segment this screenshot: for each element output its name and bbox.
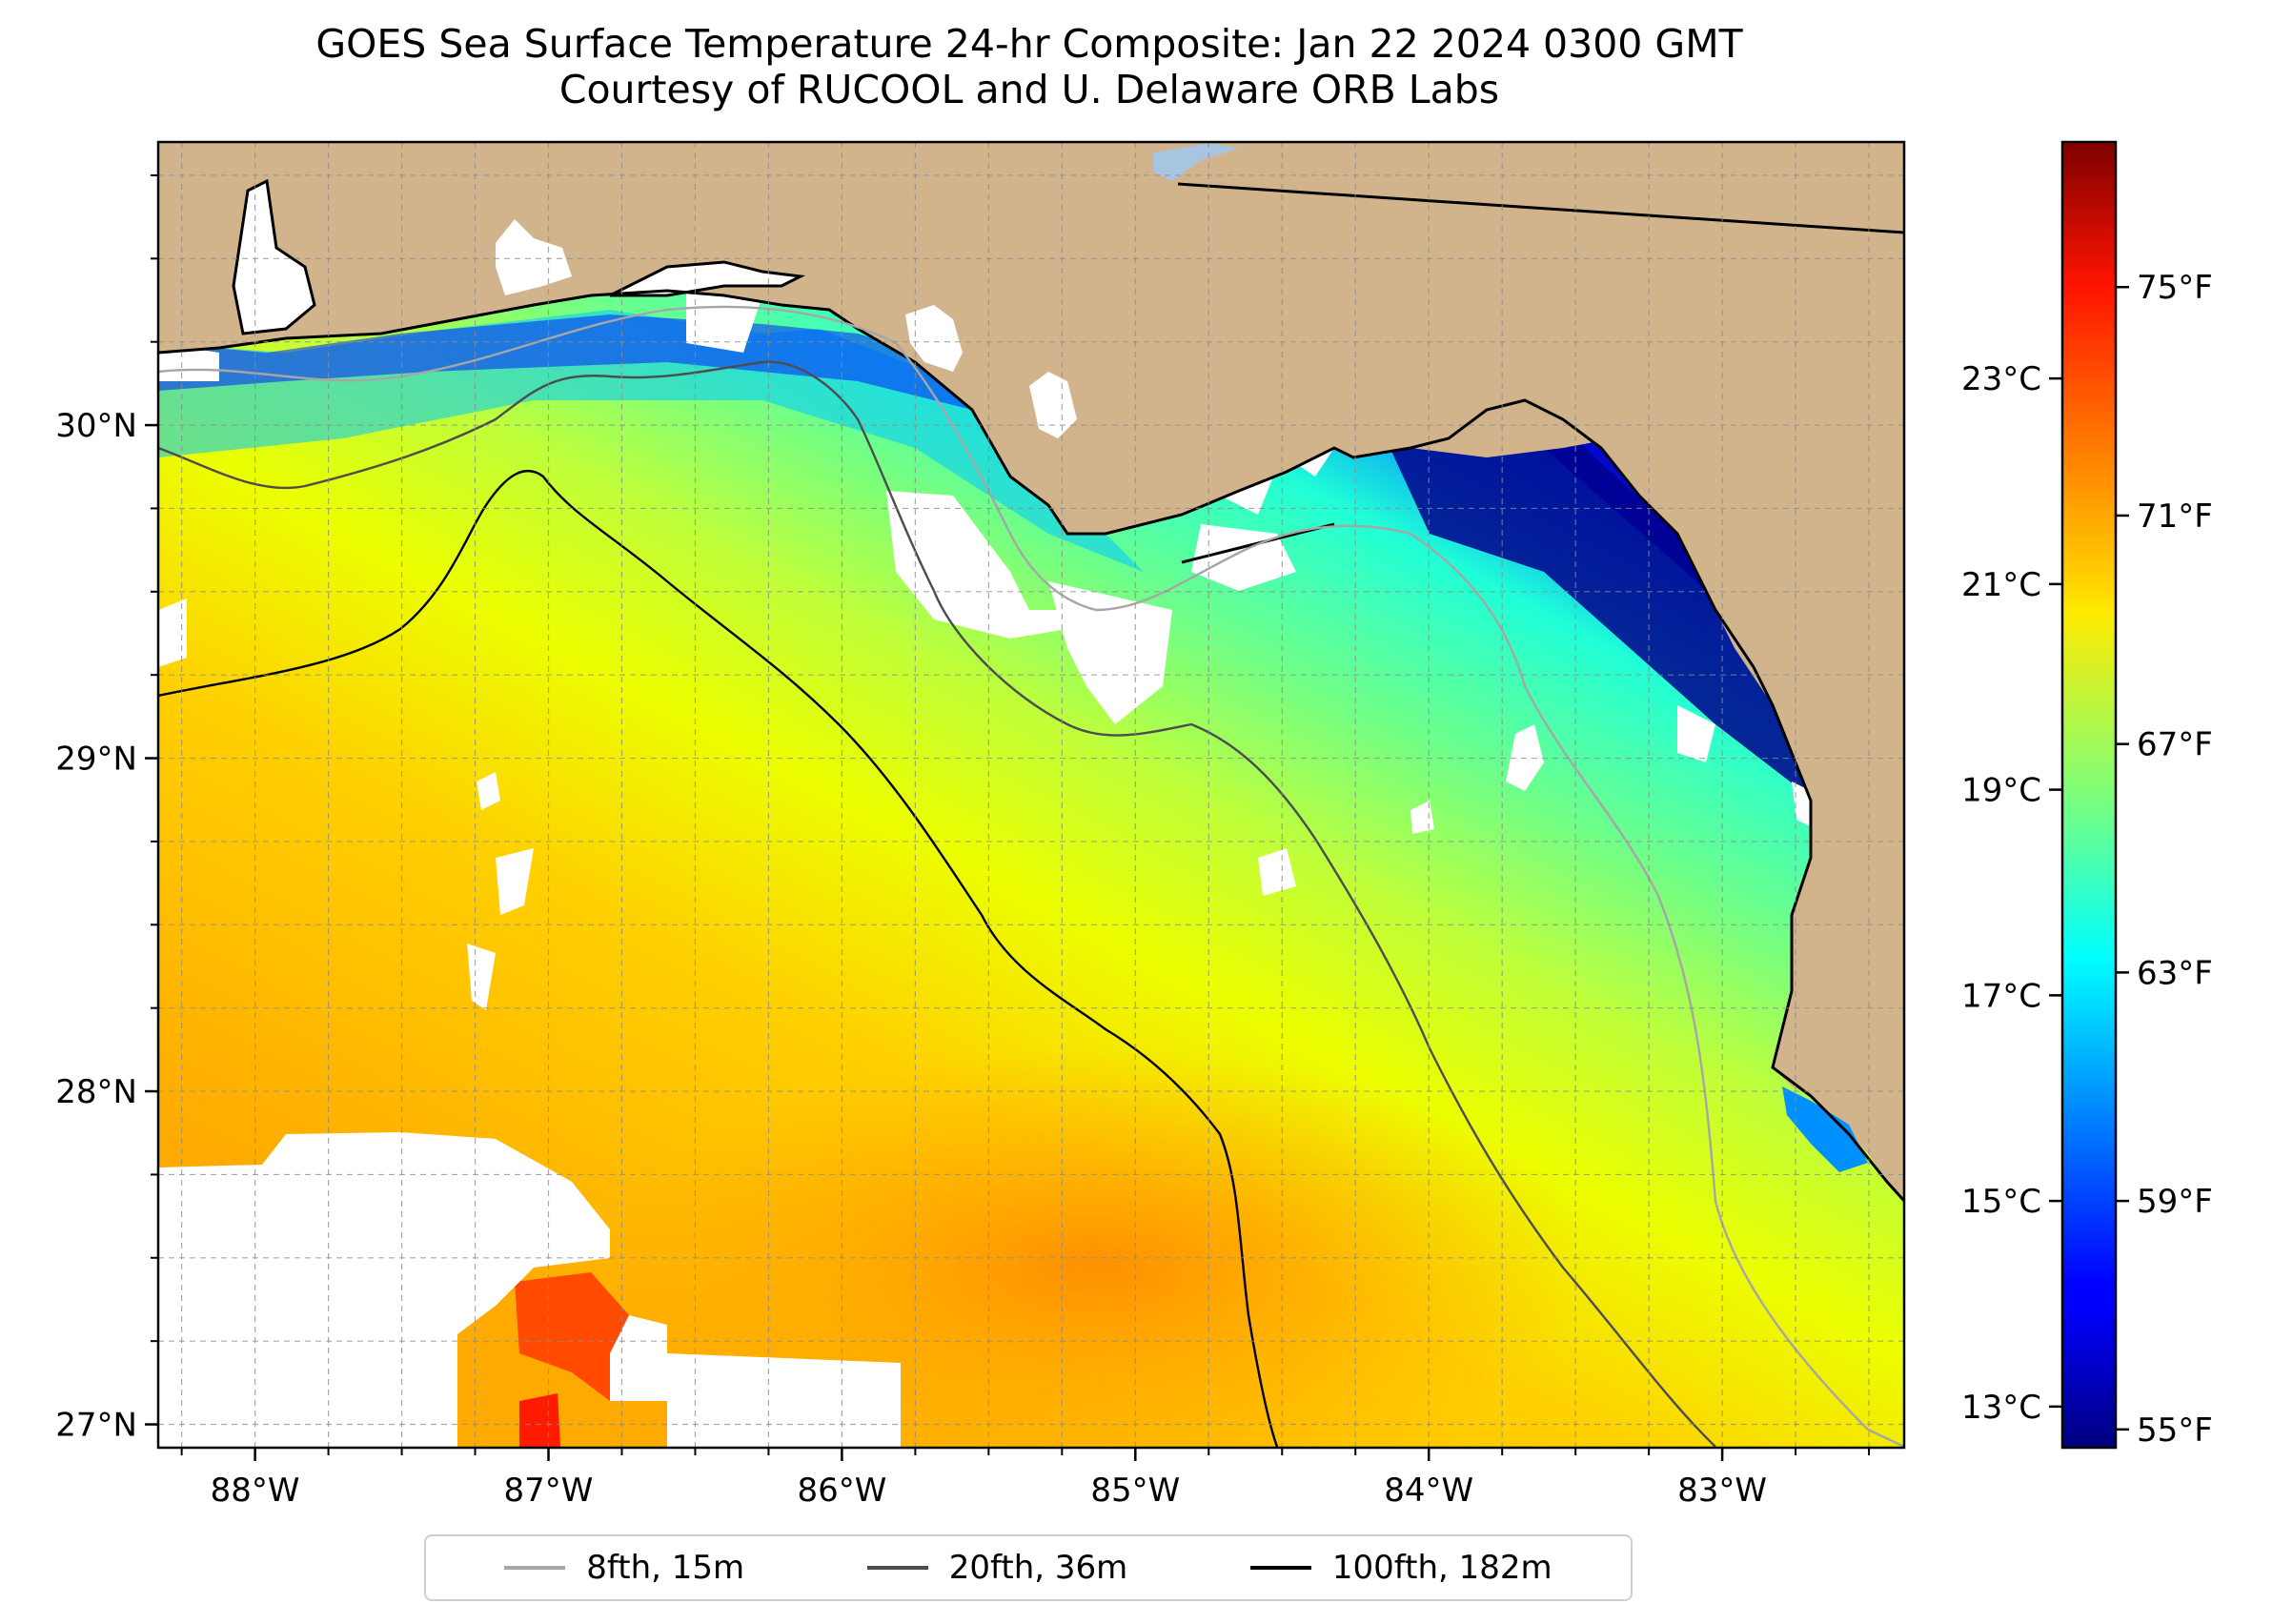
legend-label: 20fth, 36m [948, 1549, 1128, 1587]
map-panel [158, 142, 1904, 1448]
state-border [1177, 182, 1904, 234]
colorbar-ticks: 13°C 15°C 17°C 19°C 21°C 23°C 55°F 59°F 63°F 67°F… [1961, 269, 2213, 1450]
map-axis-ticks: 88°W 87°W 86°W 85°W 84°W 83°W 30°N 29°N 28°N 27°N [55, 173, 1871, 1510]
title-line-2: Courtesy of RUCOOL and U. Delaware ORB L… [558, 67, 1500, 112]
map-frame [156, 140, 1906, 1450]
land-north [158, 142, 1904, 534]
celsius-tick-label: 17°C [1961, 977, 2041, 1015]
lat-tick-label: 29°N [55, 741, 137, 779]
legend-swatch-100fth [1249, 1566, 1311, 1570]
legend-label: 100fth, 182m [1331, 1549, 1552, 1587]
celsius-tick-label: 19°C [1961, 772, 2041, 810]
lat-tick-label: 28°N [55, 1073, 137, 1111]
colorbar-frame [2060, 140, 2118, 1450]
coldest-water [1372, 410, 1839, 820]
isobath-20fth [158, 360, 1716, 1448]
lon-tick-label: 85°W [1090, 1472, 1180, 1510]
fahrenheit-tick-label: 55°F [2137, 1411, 2213, 1450]
isobath-legend: 8fth, 15m 20fth, 36m 100fth, 182m [424, 1534, 1633, 1601]
celsius-tick-label: 13°C [1961, 1389, 2041, 1427]
gridlines [158, 142, 1904, 1448]
colorbar [2062, 142, 2116, 1448]
isobath-100fth [158, 469, 1279, 1448]
fahrenheit-tick-label: 67°F [2137, 726, 2213, 764]
lat-tick-label: 30°N [55, 407, 137, 445]
celsius-tick-label: 23°C [1961, 360, 2041, 398]
lon-tick-label: 88°W [211, 1472, 300, 1510]
legend-item-100fth: 100fth, 182m [1249, 1549, 1552, 1587]
lon-tick-label: 87°W [504, 1472, 594, 1510]
lon-tick-label: 83°W [1677, 1472, 1767, 1510]
legend-item-8fth: 8fth, 15m [504, 1549, 744, 1587]
legend-swatch-20fth [866, 1566, 928, 1570]
fahrenheit-tick-label: 71°F [2137, 497, 2213, 536]
lon-tick-label: 84°W [1384, 1472, 1473, 1510]
lon-tick-label: 86°W [797, 1472, 886, 1510]
mobile-bay [233, 181, 315, 334]
legend-item-20fth: 20fth, 36m [866, 1549, 1128, 1587]
isobath-8fth [158, 305, 1904, 1448]
title-line-1: GOES Sea Surface Temperature 24-hr Compo… [315, 21, 1743, 67]
legend-label: 8fth, 15m [586, 1549, 745, 1587]
celsius-tick-label: 15°C [1961, 1183, 2041, 1221]
tampa-bay [1782, 1086, 1868, 1172]
warm-water-region [600, 1048, 1592, 1448]
fahrenheit-tick-label: 63°F [2137, 954, 2213, 992]
fahrenheit-tick-label: 75°F [2137, 269, 2213, 307]
celsius-tick-label: 21°C [1961, 566, 2041, 604]
legend-swatch-8fth [504, 1566, 566, 1570]
fahrenheit-tick-label: 59°F [2137, 1183, 2213, 1221]
lake [1153, 143, 1239, 181]
lat-tick-label: 27°N [55, 1407, 137, 1445]
page-title: GOES Sea Surface Temperature 24-hr Compo… [152, 21, 1906, 112]
no-data-areas [158, 286, 1816, 1447]
